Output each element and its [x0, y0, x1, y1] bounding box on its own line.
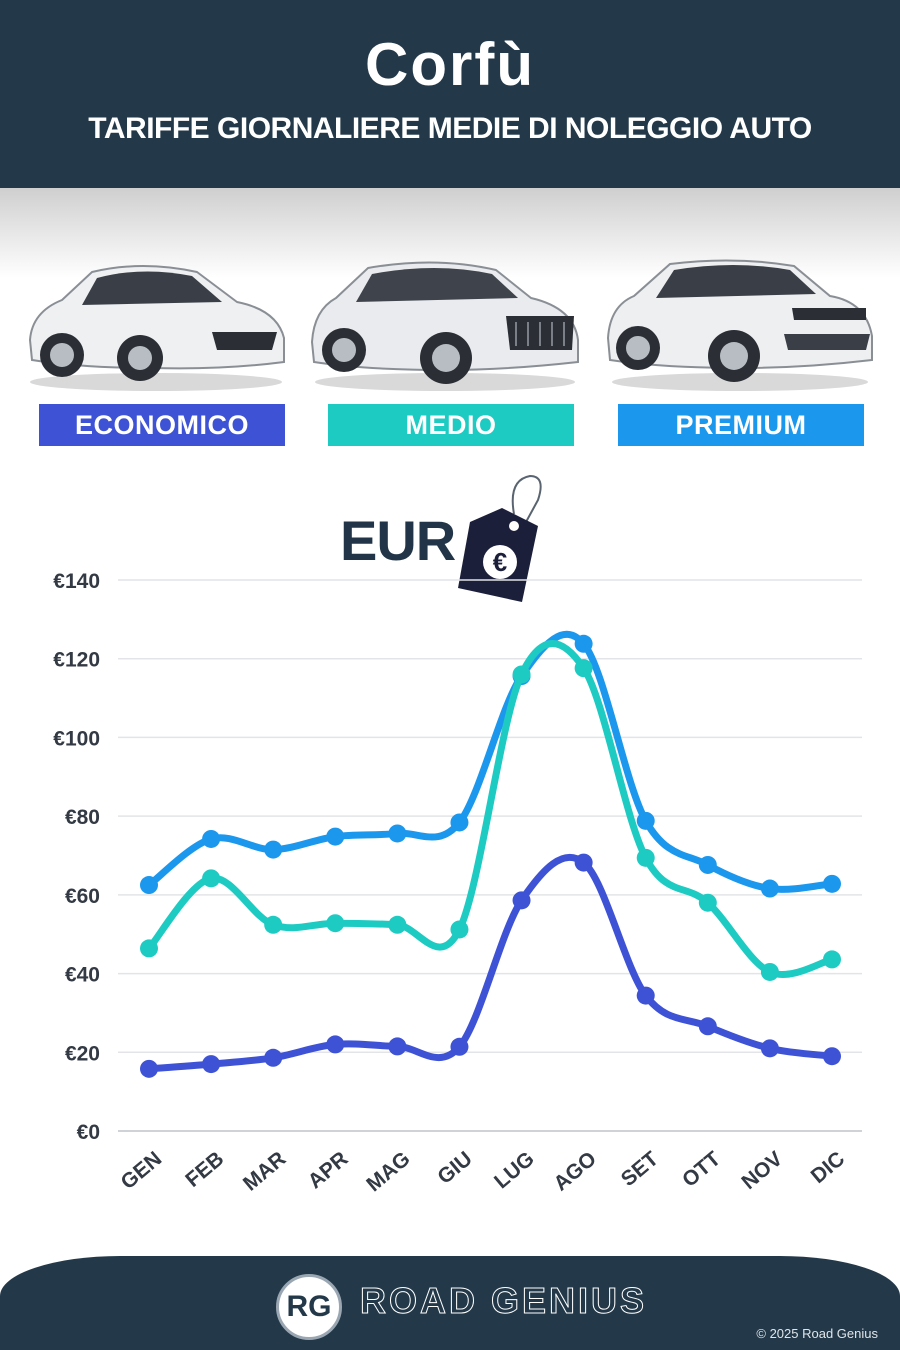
data-point	[698, 855, 717, 874]
data-point	[326, 1035, 345, 1054]
data-point	[388, 1037, 407, 1056]
x-axis-labels: GEN FEB MAR APR MAG GIU LUG AGO SET OTT NOV DIC	[117, 1147, 850, 1196]
data-point	[823, 1047, 841, 1066]
x-tick-label: MAG	[362, 1147, 414, 1196]
euro-price-tag-icon: €	[458, 474, 542, 602]
currency-label: EUR	[340, 509, 456, 572]
data-point	[760, 1039, 779, 1058]
data-point	[512, 891, 531, 910]
series-line	[145, 640, 836, 978]
data-point	[326, 827, 345, 846]
series-economico	[140, 853, 841, 1078]
rental-rates-line-chart: €0 €20 €40 €60 €80 €100 €120 €140 GEN FEB MAR APR M…	[53, 570, 862, 1196]
road-genius-logo: RG	[276, 1274, 342, 1340]
y-tick-label: €0	[77, 1121, 100, 1144]
data-point	[823, 950, 841, 969]
premium-car-image	[606, 259, 873, 391]
data-point	[326, 914, 345, 933]
x-tick-label: GIU	[433, 1147, 476, 1189]
x-tick-label: LUG	[490, 1147, 539, 1193]
economy-category-badge: ECONOMICO	[39, 404, 285, 446]
series-medio	[140, 640, 841, 981]
x-tick-label: SET	[617, 1147, 663, 1191]
data-point	[574, 634, 593, 653]
data-point	[823, 874, 841, 893]
series-line	[145, 630, 836, 893]
data-point	[450, 1037, 469, 1056]
data-point	[140, 876, 158, 895]
medium-car-image	[310, 261, 579, 391]
data-point	[636, 986, 655, 1005]
y-tick-label: €120	[53, 649, 100, 672]
y-tick-label: €20	[65, 1042, 100, 1065]
data-point	[264, 840, 283, 859]
x-tick-label: APR	[304, 1147, 353, 1193]
data-point	[388, 915, 407, 934]
series-line	[145, 853, 836, 1073]
header-banner: Corfù TARIFFE GIORNALIERE MEDIE DI NOLEG…	[0, 0, 900, 188]
data-point	[636, 848, 655, 867]
data-point	[574, 853, 593, 872]
data-point	[450, 813, 469, 832]
data-point	[264, 1048, 283, 1067]
data-point	[698, 1017, 717, 1036]
y-tick-label: €140	[53, 570, 100, 593]
x-tick-label: NOV	[737, 1147, 787, 1194]
data-point	[140, 1059, 158, 1078]
page-subtitle: TARIFFE GIORNALIERE MEDIE DI NOLEGGIO AU…	[88, 112, 812, 145]
data-point	[636, 811, 655, 830]
premium-category-badge: PREMIUM	[618, 404, 864, 446]
page-title: Corfù	[365, 31, 535, 98]
y-tick-label: €40	[65, 964, 100, 987]
data-point	[140, 939, 158, 958]
x-tick-label: DIC	[807, 1147, 849, 1188]
y-axis-labels: €0 €20 €40 €60 €80 €100 €120 €140	[53, 570, 100, 1144]
x-tick-label: GEN	[117, 1147, 167, 1194]
copyright-text: © 2025 Road Genius	[756, 1326, 878, 1341]
chart-gridlines	[118, 579, 862, 1132]
data-point	[512, 665, 531, 684]
svg-text:€: €	[493, 547, 507, 577]
data-point	[202, 829, 221, 848]
data-point	[760, 879, 779, 898]
y-tick-label: €60	[65, 885, 100, 908]
brand-name: ROAD GENIUS	[359, 1280, 648, 1322]
x-tick-label: FEB	[181, 1147, 228, 1192]
x-tick-label: MAR	[239, 1147, 290, 1195]
y-tick-label: €100	[53, 727, 100, 750]
data-point	[760, 962, 779, 981]
data-point	[388, 824, 407, 843]
data-point	[202, 1055, 221, 1074]
x-tick-label: OTT	[678, 1147, 725, 1192]
data-point	[450, 920, 469, 939]
medium-category-badge: MEDIO	[328, 404, 574, 446]
data-point	[698, 893, 717, 912]
economy-car-image	[28, 265, 285, 391]
data-point	[202, 869, 221, 888]
y-tick-label: €80	[65, 806, 100, 829]
data-point	[264, 915, 283, 934]
chart-series	[140, 630, 841, 1078]
data-point	[574, 659, 593, 678]
x-tick-label: AGO	[549, 1147, 600, 1195]
series-premium	[140, 630, 841, 898]
footer-bar	[0, 1256, 900, 1350]
